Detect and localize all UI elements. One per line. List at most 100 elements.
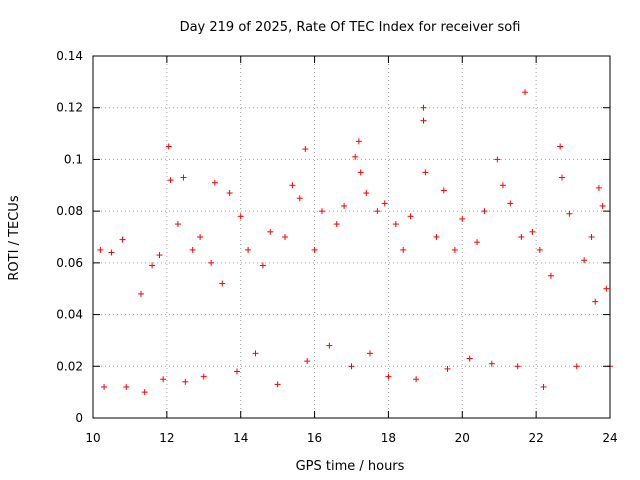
data-point	[514, 363, 521, 370]
data-point	[219, 280, 226, 287]
data-point	[494, 156, 501, 163]
data-point	[581, 257, 588, 264]
data-point	[108, 249, 115, 256]
data-point	[208, 259, 215, 266]
y-tick-label: 0.02	[56, 359, 83, 373]
data-point	[507, 200, 514, 207]
data-point	[420, 117, 427, 124]
data-point	[381, 200, 388, 207]
data-point	[557, 143, 564, 150]
data-point	[160, 376, 167, 383]
data-point	[392, 221, 399, 228]
data-point	[149, 262, 156, 269]
x-tick-label: 22	[529, 431, 544, 445]
y-tick-label: 0.04	[56, 308, 83, 322]
data-point	[595, 184, 602, 191]
x-tick-label: 14	[233, 431, 248, 445]
data-point	[267, 228, 274, 235]
data-point	[547, 272, 554, 279]
data-point	[234, 368, 241, 375]
data-point	[420, 104, 427, 111]
y-tick-label: 0	[75, 411, 83, 425]
data-point	[97, 246, 104, 253]
data-point	[357, 169, 364, 176]
data-point	[363, 190, 370, 197]
data-point	[603, 285, 610, 292]
data-point	[488, 360, 495, 367]
data-point	[141, 389, 148, 396]
axis-ticks	[92, 55, 611, 419]
data-point	[333, 221, 340, 228]
data-point	[318, 208, 325, 215]
data-point	[536, 246, 543, 253]
data-points	[97, 89, 613, 396]
data-point	[413, 376, 420, 383]
data-point	[466, 355, 473, 362]
x-tick-label: 18	[381, 431, 396, 445]
y-tick-label: 0.06	[56, 256, 83, 270]
data-point	[529, 228, 536, 235]
data-point	[259, 262, 266, 269]
data-point	[197, 234, 204, 240]
y-tick-label: 0.08	[56, 204, 83, 218]
data-point	[366, 350, 373, 357]
data-point	[182, 378, 189, 385]
data-point	[433, 234, 440, 240]
data-point	[200, 373, 207, 380]
x-tick-label: 20	[455, 431, 470, 445]
chart-title: Day 219 of 2025, Rate Of TEC Index for r…	[180, 20, 521, 35]
data-point	[226, 190, 233, 197]
data-point	[180, 174, 187, 181]
y-tick-label: 0.14	[56, 49, 83, 63]
data-point	[326, 342, 333, 349]
data-point	[282, 234, 289, 240]
data-point	[304, 358, 311, 365]
grid	[93, 56, 610, 418]
x-axis-label: GPS time / hours	[296, 459, 405, 474]
data-point	[211, 179, 218, 186]
data-point	[167, 177, 174, 184]
x-tick-label: 12	[159, 431, 174, 445]
data-point	[245, 246, 252, 253]
data-point	[302, 146, 309, 153]
data-point	[573, 363, 580, 370]
data-point	[459, 215, 466, 222]
data-point	[156, 252, 163, 259]
data-point	[355, 138, 362, 145]
data-point	[522, 89, 529, 96]
data-point	[444, 365, 451, 372]
data-point	[348, 363, 355, 370]
data-point	[451, 246, 458, 253]
data-point	[481, 208, 488, 215]
data-point	[558, 174, 565, 181]
data-point	[374, 208, 381, 215]
data-point	[592, 298, 599, 305]
data-point	[499, 182, 506, 189]
data-point	[518, 234, 525, 240]
data-point	[289, 182, 296, 189]
data-point	[101, 383, 108, 390]
data-point	[165, 143, 172, 150]
data-point	[311, 246, 318, 253]
data-point	[385, 373, 392, 380]
data-point	[422, 169, 429, 176]
x-tick-label: 24	[602, 431, 617, 445]
y-tick-label: 0.12	[56, 101, 83, 115]
data-point	[138, 290, 145, 297]
data-point	[566, 210, 573, 217]
tick-labels: 10 12 14 16 18 20 22 24 0 0.02 0.04 0.06 0.08 0.1 0.12…	[56, 49, 617, 445]
data-point	[174, 221, 181, 228]
data-point	[274, 381, 281, 388]
data-point	[474, 239, 481, 246]
y-axis-label: ROTI / TECUs	[7, 195, 22, 280]
data-point	[588, 234, 595, 240]
x-tick-label: 16	[307, 431, 322, 445]
data-point	[252, 350, 259, 357]
data-point	[341, 202, 348, 209]
data-point	[400, 246, 407, 253]
data-point	[119, 236, 126, 243]
data-point	[237, 213, 244, 220]
data-point	[296, 195, 303, 202]
y-tick-label: 0.1	[64, 152, 83, 166]
